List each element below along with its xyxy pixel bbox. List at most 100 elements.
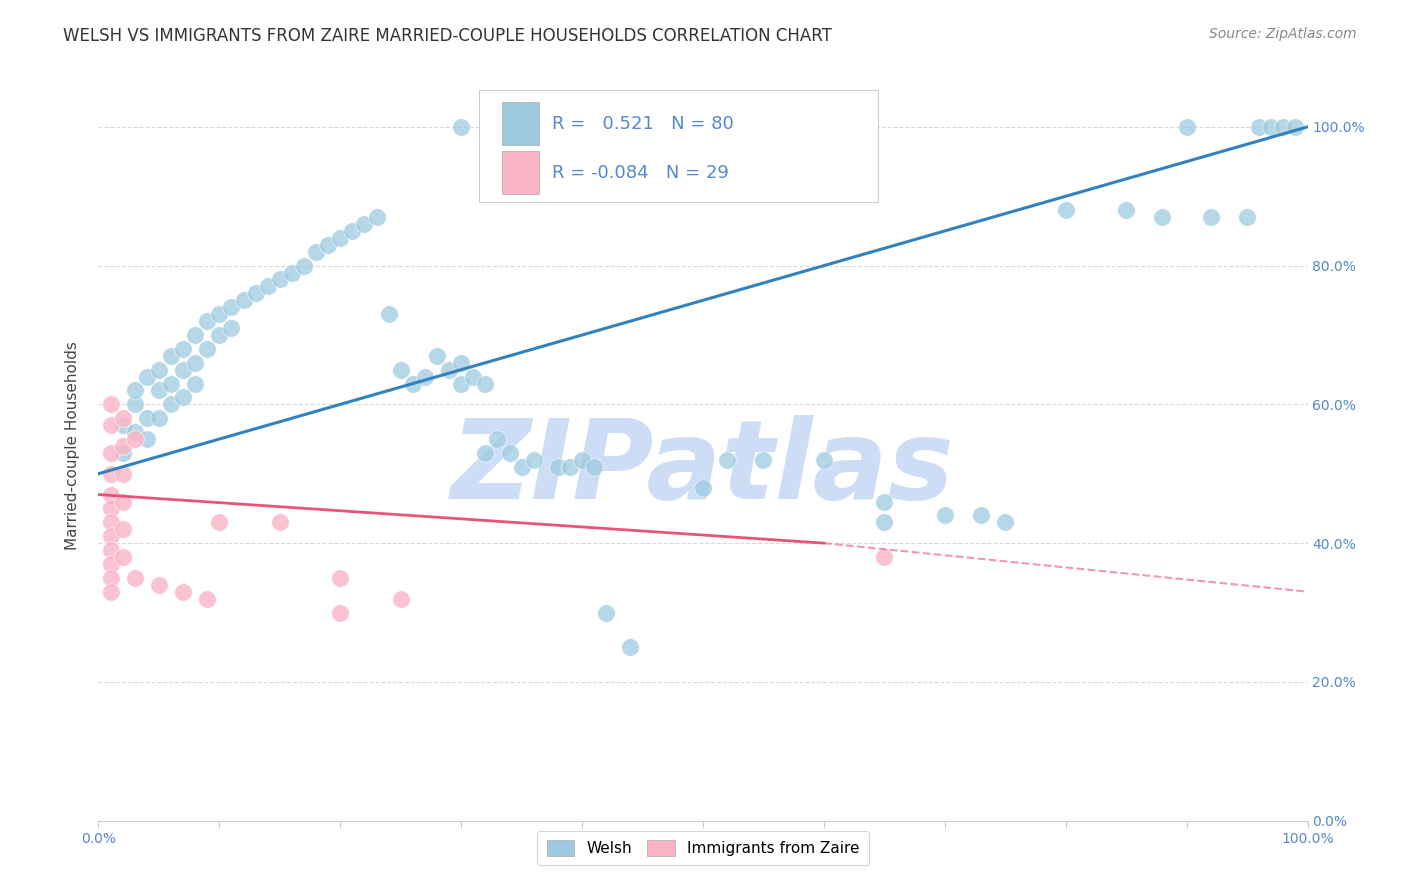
Point: [195, 591, 218, 606]
Point: [100, 557, 122, 571]
Point: [1199, 210, 1222, 224]
Point: [221, 321, 243, 335]
Point: [135, 432, 157, 446]
Point: [329, 606, 352, 620]
Point: [1152, 210, 1174, 224]
Point: [111, 549, 134, 564]
Point: [523, 453, 546, 467]
Point: [474, 446, 496, 460]
Point: [450, 376, 472, 391]
Point: [100, 584, 122, 599]
Point: [994, 516, 1017, 530]
FancyBboxPatch shape: [502, 151, 538, 194]
Point: [160, 349, 183, 363]
Point: [1115, 203, 1137, 218]
Point: [389, 362, 412, 376]
Point: [1272, 120, 1295, 134]
Point: [245, 286, 267, 301]
Point: [100, 543, 122, 558]
Point: [571, 453, 593, 467]
Point: [111, 418, 134, 433]
FancyBboxPatch shape: [502, 103, 538, 145]
Point: [160, 376, 183, 391]
Point: [124, 571, 146, 585]
Point: [148, 411, 170, 425]
Text: WELSH VS IMMIGRANTS FROM ZAIRE MARRIED-COUPLE HOUSEHOLDS CORRELATION CHART: WELSH VS IMMIGRANTS FROM ZAIRE MARRIED-C…: [63, 27, 832, 45]
Point: [135, 411, 157, 425]
Point: [583, 459, 606, 474]
Point: [813, 453, 835, 467]
Point: [1284, 120, 1306, 134]
Point: [498, 446, 520, 460]
Point: [100, 397, 122, 411]
Point: [752, 453, 775, 467]
Point: [124, 384, 146, 398]
Point: [221, 300, 243, 314]
Point: [873, 516, 896, 530]
Point: [474, 376, 496, 391]
Text: Source: ZipAtlas.com: Source: ZipAtlas.com: [1209, 27, 1357, 41]
Point: [111, 446, 134, 460]
Point: [124, 397, 146, 411]
Point: [100, 418, 122, 433]
Text: R =   0.521   N = 80: R = 0.521 N = 80: [551, 115, 734, 133]
Point: [366, 210, 388, 224]
Point: [353, 217, 375, 231]
Point: [269, 516, 291, 530]
Point: [558, 459, 581, 474]
Point: [486, 432, 509, 446]
Point: [316, 237, 339, 252]
Point: [111, 522, 134, 536]
Point: [100, 501, 122, 516]
Point: [208, 307, 231, 321]
Point: [402, 376, 425, 391]
Point: [148, 384, 170, 398]
Point: [100, 516, 122, 530]
Point: [160, 397, 183, 411]
Point: [111, 494, 134, 508]
Point: [184, 328, 207, 343]
Point: [1054, 203, 1077, 218]
Point: [450, 120, 472, 134]
Point: [135, 369, 157, 384]
Point: [292, 259, 315, 273]
FancyBboxPatch shape: [479, 90, 879, 202]
Point: [329, 231, 352, 245]
Point: [463, 369, 485, 384]
Point: [269, 272, 291, 286]
Point: [450, 356, 472, 370]
Point: [970, 508, 993, 523]
Point: [124, 425, 146, 439]
Point: [111, 467, 134, 481]
Point: [426, 349, 449, 363]
Point: [172, 391, 194, 405]
Point: [111, 439, 134, 453]
Point: [547, 120, 569, 134]
Point: [184, 356, 207, 370]
Point: [547, 459, 569, 474]
Text: ZIPatlas: ZIPatlas: [451, 415, 955, 522]
Legend: Welsh, Immigrants from Zaire: Welsh, Immigrants from Zaire: [537, 831, 869, 865]
Point: [100, 446, 122, 460]
Point: [1175, 120, 1198, 134]
Point: [692, 481, 714, 495]
Point: [873, 494, 896, 508]
Point: [100, 467, 122, 481]
Point: [934, 508, 956, 523]
Point: [208, 328, 231, 343]
Point: [437, 362, 460, 376]
Point: [1260, 120, 1282, 134]
Point: [716, 453, 738, 467]
Point: [184, 376, 207, 391]
Point: [100, 529, 122, 543]
Point: [100, 487, 122, 501]
Y-axis label: Married-couple Households: Married-couple Households: [65, 342, 80, 550]
Point: [281, 266, 304, 280]
Point: [329, 571, 352, 585]
Point: [208, 516, 231, 530]
Point: [619, 640, 641, 655]
Point: [413, 369, 436, 384]
Point: [195, 314, 218, 328]
Point: [232, 293, 254, 308]
Point: [100, 571, 122, 585]
